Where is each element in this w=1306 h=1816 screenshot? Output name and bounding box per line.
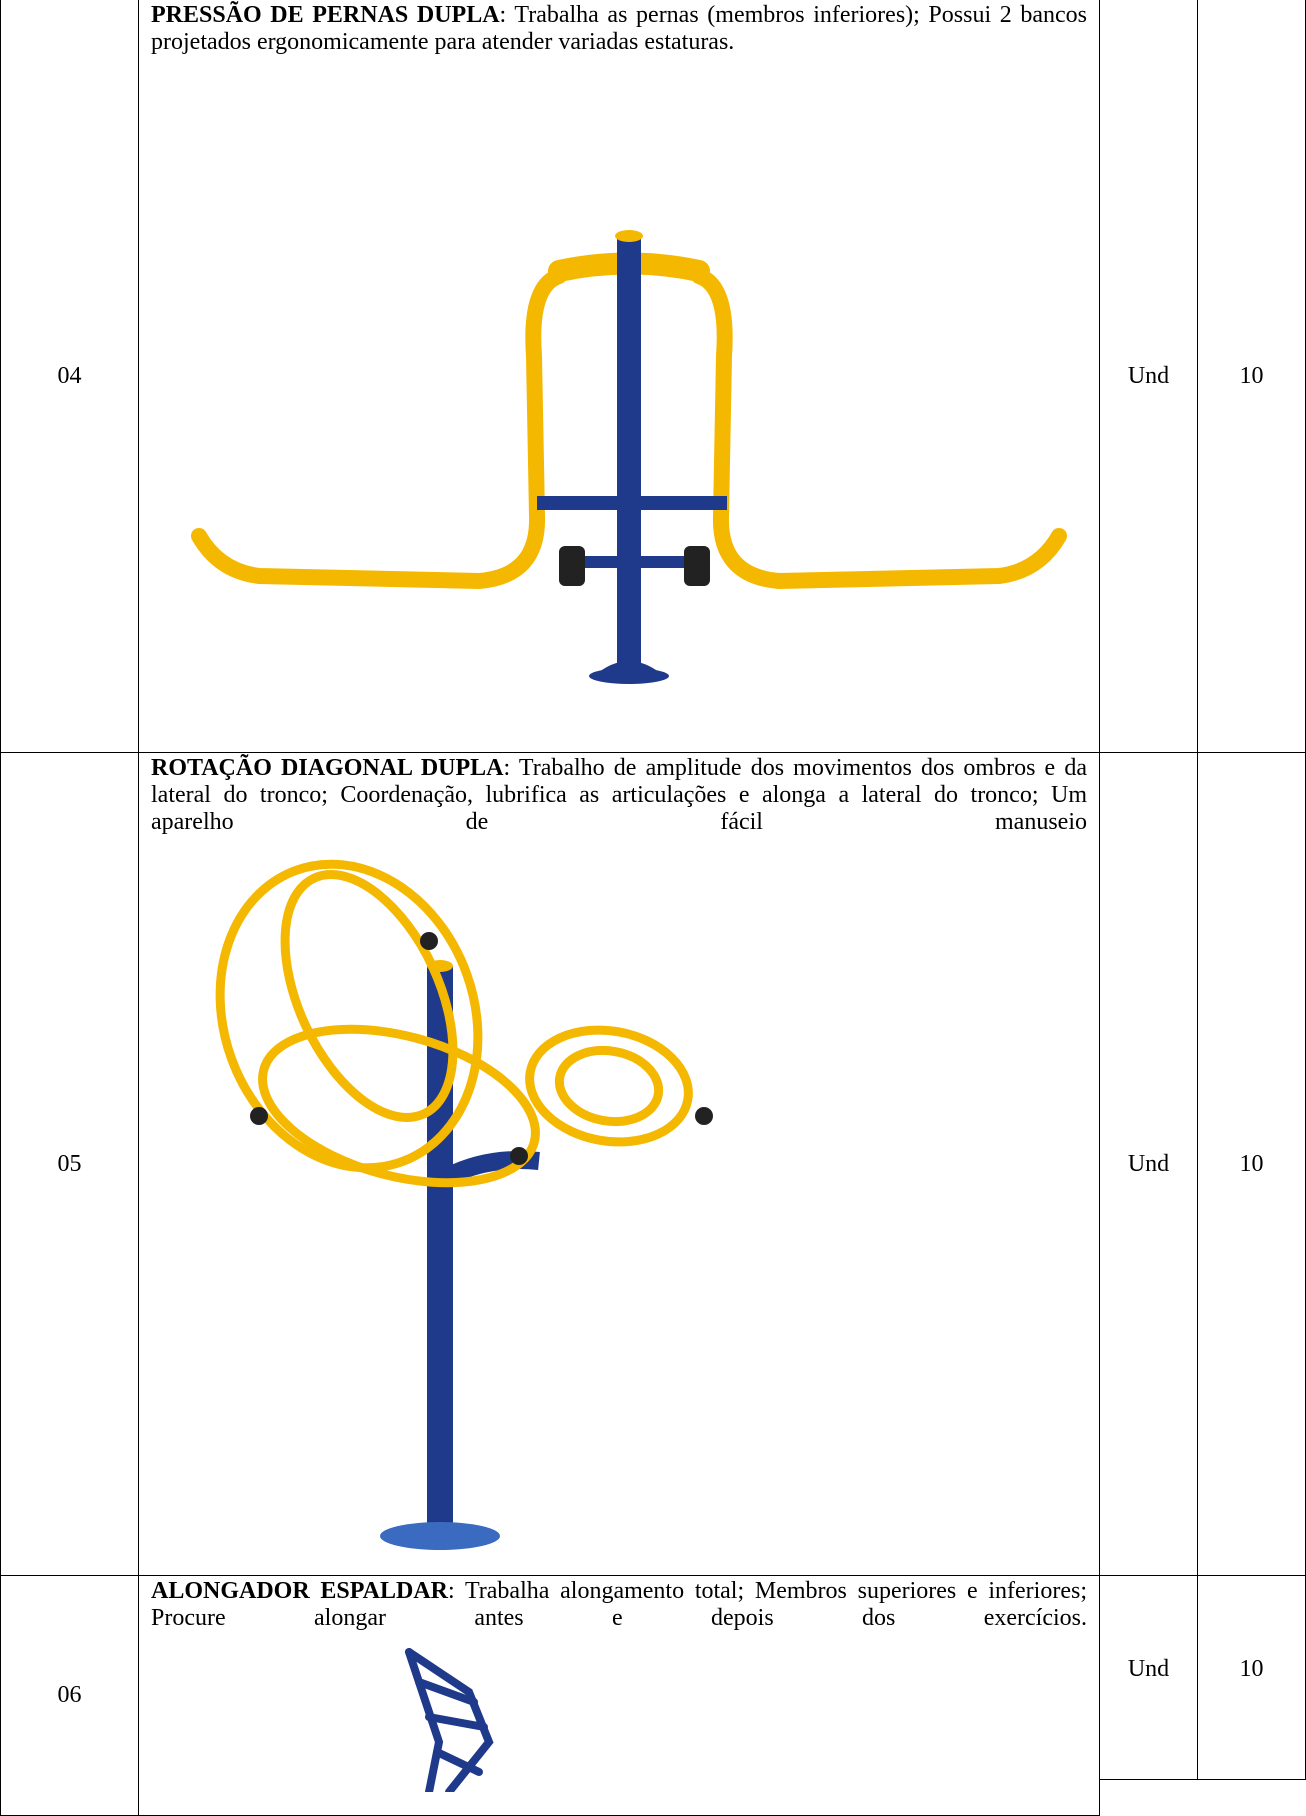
quantity: 10: [1239, 1656, 1264, 1682]
unit-cell: Und: [1100, 1576, 1198, 1780]
description: ROTAÇÃO DIAGONAL DUPLA: Trabalho de ampl…: [139, 753, 1099, 836]
item-title: ROTAÇÃO DIAGONAL DUPLA: [151, 755, 504, 781]
item-number: 04: [57, 362, 82, 389]
number-cell: 06: [0, 1576, 139, 1816]
quantity: 10: [1239, 1150, 1264, 1177]
description-cell: ALONGADOR ESPALDAR: Trabalha alongamento…: [139, 1576, 1100, 1816]
quantity-cell: 10: [1198, 0, 1306, 753]
leg-press-illustration: [191, 230, 1067, 684]
stretcher-illustration: [405, 1648, 494, 1792]
description: PRESSÃO DE PERNAS DUPLA: Trabalha as per…: [139, 0, 1099, 56]
unit-cell: Und: [1100, 753, 1198, 1576]
unit: Und: [1127, 362, 1170, 389]
quantity-cell: 10: [1198, 1576, 1306, 1780]
unit: Und: [1127, 1656, 1170, 1682]
description: ALONGADOR ESPALDAR: Trabalha alongamento…: [139, 1576, 1099, 1632]
item-title: ALONGADOR ESPALDAR: [151, 1578, 448, 1604]
description-cell: PRESSÃO DE PERNAS DUPLA: Trabalha as per…: [139, 0, 1100, 753]
item-description: : Trabalha alongamento total; Membros su…: [151, 1578, 1087, 1631]
item-title: PRESSÃO DE PERNAS DUPLA: [151, 2, 500, 28]
quantity-cell: 10: [1198, 753, 1306, 1576]
unit-cell: Und: [1100, 0, 1198, 753]
description-cell: ROTAÇÃO DIAGONAL DUPLA: Trabalho de ampl…: [139, 753, 1100, 1576]
item-number: 06: [57, 1682, 82, 1708]
item-description: : Trabalho de amplitude dos movimentos d…: [151, 755, 1087, 835]
item-description: : Trabalha as pernas (membros inferiores…: [151, 2, 1087, 55]
number-cell: 05: [0, 753, 139, 1576]
item-number: 05: [57, 1150, 82, 1177]
quantity: 10: [1239, 362, 1264, 389]
rotation-illustration: [215, 859, 713, 1550]
number-cell: 04: [0, 0, 139, 753]
unit: Und: [1127, 1150, 1170, 1177]
